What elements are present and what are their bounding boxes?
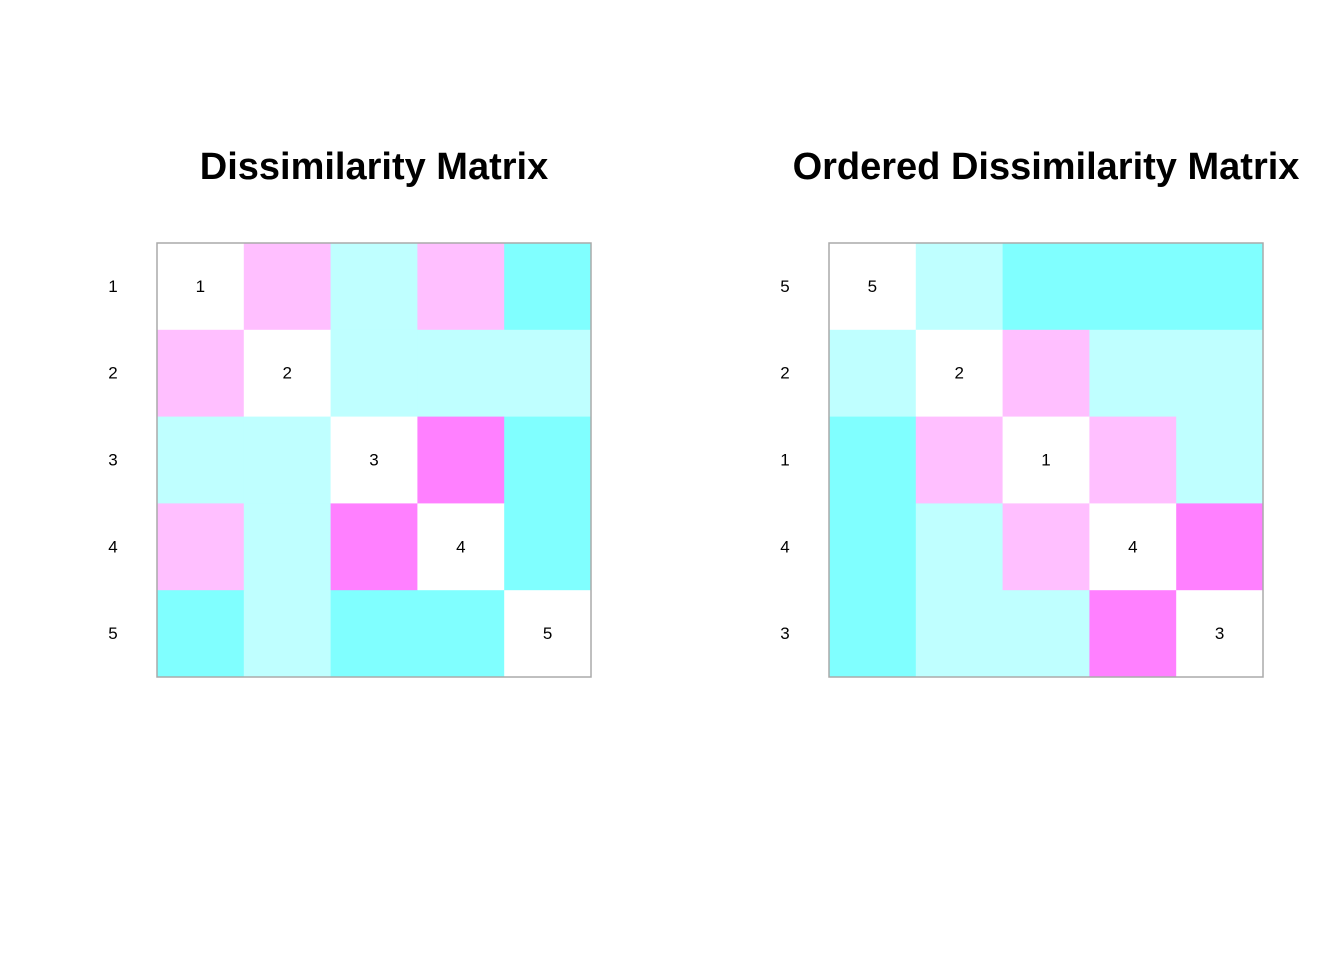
diagonal-label: 2: [282, 364, 291, 383]
diagonal-label: 4: [456, 537, 465, 556]
ordered-dissimilarity-matrix-panel: Ordered Dissimilarity Matrix 5 2 1 4 3 5 2 1 4 3: [780, 146, 1299, 678]
row-label: 1: [108, 277, 117, 296]
heatmap-cell: [1176, 329, 1264, 418]
diagonal-label: 3: [369, 451, 378, 470]
plot-frame: [156, 242, 592, 678]
heatmap-cell: [330, 590, 418, 678]
heatmap-cell: [1089, 243, 1177, 331]
heatmap-cell: [504, 243, 592, 331]
row-label: 5: [108, 624, 117, 643]
heatmap-cell: [915, 329, 1004, 418]
diagonal-label: 5: [868, 277, 877, 296]
heatmap-cell: [1002, 243, 1090, 331]
heatmap-cell: [330, 503, 418, 591]
heatmap-cell: [330, 416, 418, 504]
row-labels: 5 2 1 4 3: [780, 277, 789, 643]
heatmap-cell: [243, 329, 332, 418]
row-label: 2: [780, 364, 789, 383]
diagonal-label: 5: [543, 624, 552, 643]
heatmap-cell: [330, 243, 418, 331]
diagonal-label: 1: [1041, 451, 1050, 470]
chart-title: Ordered Dissimilarity Matrix: [793, 146, 1300, 188]
heatmap-cell: [829, 590, 917, 678]
heatmap-cell: [243, 503, 332, 591]
row-label: 4: [108, 537, 117, 556]
heatmap-cell: [1002, 503, 1090, 591]
heatmap-cell: [504, 590, 592, 678]
diagonal-labels: 5 2 1 4 3: [868, 277, 1225, 643]
heatmap-cell: [504, 416, 592, 504]
heatmap-cell: [330, 329, 418, 418]
heatmap-cells: [157, 243, 592, 678]
row-label: 3: [108, 451, 117, 470]
diagonal-label: 4: [1128, 537, 1137, 556]
heatmap-cell: [915, 243, 1004, 331]
heatmap-cell: [915, 503, 1004, 591]
heatmap-cell: [157, 590, 245, 678]
heatmap-cell: [1176, 590, 1264, 678]
heatmap-cell: [1176, 416, 1264, 504]
heatmap-cells: [829, 243, 1264, 678]
heatmap-cell: [504, 329, 592, 418]
heatmap-cell: [243, 590, 332, 678]
diagonal-label: 3: [1215, 624, 1224, 643]
heatmap-cell: [243, 243, 332, 331]
diagonal-label: 1: [196, 277, 205, 296]
heatmap-cell: [829, 416, 917, 504]
plot-frame: [828, 242, 1264, 678]
heatmap-cell: [1176, 243, 1264, 331]
chart-title: Dissimilarity Matrix: [200, 146, 548, 188]
heatmap-cell: [417, 416, 505, 504]
heatmap-cell: [915, 590, 1004, 678]
heatmap-cell: [157, 329, 245, 418]
heatmap-cell: [1089, 416, 1177, 504]
heatmap-cell: [829, 503, 917, 591]
diagonal-labels: 1 2 3 4 5: [196, 277, 553, 643]
heatmap-cell: [417, 329, 505, 418]
heatmap-cell: [1089, 329, 1177, 418]
row-label: 3: [780, 624, 789, 643]
heatmap-cell: [829, 329, 917, 418]
diagonal-label: 2: [954, 364, 963, 383]
heatmap-cell: [1089, 503, 1177, 591]
heatmap-cell: [157, 416, 245, 504]
row-label: 5: [780, 277, 789, 296]
row-label: 4: [780, 537, 789, 556]
heatmap-cell: [1089, 590, 1177, 678]
row-label: 1: [780, 451, 789, 470]
heatmap-cell: [504, 503, 592, 591]
row-label: 2: [108, 364, 117, 383]
heatmap-cell: [157, 243, 245, 331]
heatmap-cell: [1002, 590, 1090, 678]
heatmap-cell: [915, 416, 1004, 504]
heatmap-cell: [417, 243, 505, 331]
heatmap-cell: [243, 416, 332, 504]
heatmap-cell: [829, 243, 917, 331]
heatmap-cell: [1176, 503, 1264, 591]
heatmap-cell: [417, 503, 505, 591]
heatmap-cell: [157, 503, 245, 591]
heatmap-cell: [417, 590, 505, 678]
heatmap-cell: [1002, 329, 1090, 418]
row-labels: 1 2 3 4 5: [108, 277, 117, 643]
dissimilarity-matrix-panel: Dissimilarity Matrix 1 2 3 4 5 1 2 3 4 5: [108, 146, 592, 678]
heatmap-cell: [1002, 416, 1090, 504]
